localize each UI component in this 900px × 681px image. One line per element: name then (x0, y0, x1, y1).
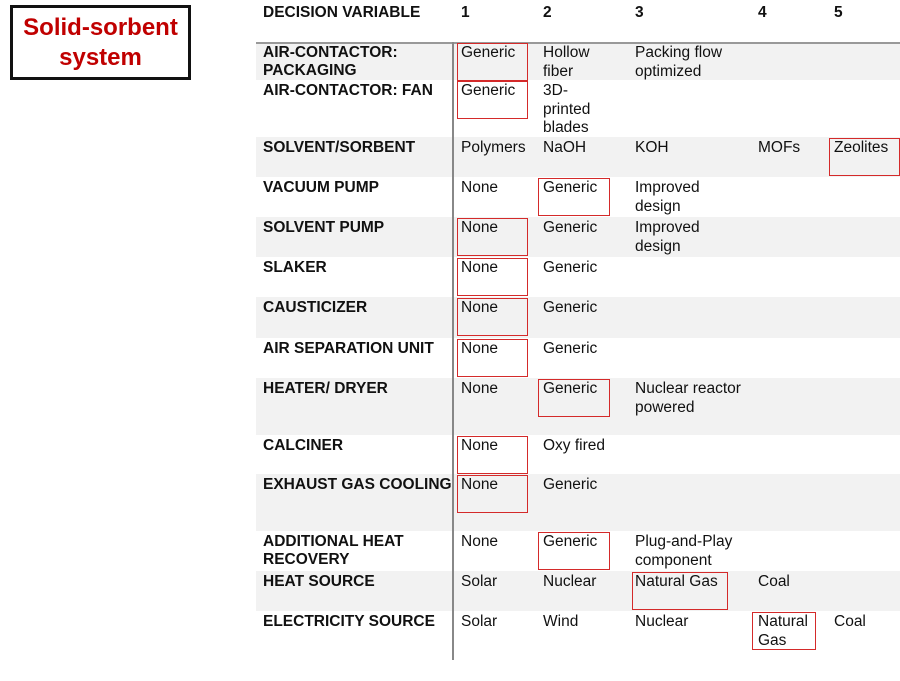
table-row: SLAKER None Generic (256, 257, 900, 297)
header-decision-variable: DECISION VARIABLE (263, 4, 421, 21)
option-cell[interactable]: Generic (543, 259, 598, 276)
row-label: ELECTRICITY SOURCE (263, 613, 435, 630)
option-cell[interactable]: Packing flow optimized (635, 44, 723, 80)
row-label: ADDITIONAL HEAT RECOVERY (263, 533, 404, 568)
option-cell[interactable]: None (461, 380, 499, 397)
option-cell[interactable]: Generic (543, 380, 598, 397)
option-cell[interactable]: 3D-printed blades (543, 82, 591, 136)
selected-option-highlight (457, 475, 528, 513)
selected-option-highlight (457, 81, 528, 119)
option-cell[interactable]: Coal (834, 613, 866, 630)
selected-option-highlight (538, 532, 610, 570)
selected-option-highlight (538, 379, 610, 417)
option-cell[interactable]: Generic (461, 44, 516, 61)
option-cell[interactable]: Nuclear reactor powered (635, 380, 741, 416)
table-row: AIR SEPARATION UNIT None Generic (256, 338, 900, 378)
table-row: AIR-CONTACTOR: FAN Generic 3D-printed blad… (256, 80, 900, 137)
option-cell[interactable]: Nuclear (635, 613, 689, 630)
option-cell[interactable]: KOH (635, 139, 669, 156)
option-cell[interactable]: None (461, 179, 499, 196)
column-divider (452, 42, 454, 660)
option-cell[interactable]: None (461, 533, 499, 550)
option-cell[interactable]: Generic (461, 82, 516, 99)
selected-option-highlight (457, 298, 528, 336)
table-row: CAUSTICIZER None Generic (256, 297, 900, 338)
option-cell[interactable]: MOFs (758, 139, 801, 156)
header-option-3: 3 (635, 4, 644, 21)
header-option-2: 2 (543, 4, 552, 21)
option-cell[interactable]: Coal (758, 573, 790, 590)
option-cell[interactable]: Improved design (635, 179, 700, 215)
selected-option-highlight (457, 436, 528, 474)
option-cell[interactable]: None (461, 476, 499, 493)
option-cell[interactable]: Solar (461, 613, 498, 630)
option-cell[interactable]: None (461, 437, 499, 454)
header-option-1: 1 (461, 4, 470, 21)
table-row: AIR-CONTACTOR: PACKAGING Generic Hollow fi… (256, 42, 900, 80)
row-label: SOLVENT PUMP (263, 219, 385, 236)
option-cell[interactable]: Solar (461, 573, 498, 590)
selected-option-highlight (457, 339, 528, 377)
table-row: HEATER/ DRYER None Generic Nuclear reactor … (256, 378, 900, 435)
table-row: HEAT SOURCE Solar Nuclear Natural Gas Coal (256, 571, 900, 611)
table-row: VACUUM PUMP None Generic Improved design (256, 177, 900, 217)
option-cell[interactable]: Generic (543, 476, 598, 493)
selected-option-highlight (457, 218, 528, 256)
option-cell[interactable]: Generic (543, 533, 598, 550)
table-row: SOLVENT PUMP None Generic Improved design (256, 217, 900, 257)
selected-option-highlight (752, 612, 816, 650)
option-cell[interactable]: Natural Gas (635, 573, 718, 590)
selected-option-highlight (457, 43, 528, 81)
header-option-5: 5 (834, 4, 843, 21)
table-row: ADDITIONAL HEAT RECOVERY None Generic Plug-… (256, 531, 900, 571)
row-label: CAUSTICIZER (263, 299, 368, 316)
row-label: SOLVENT/SORBENT (263, 139, 416, 156)
row-label: HEATER/ DRYER (263, 380, 388, 397)
option-cell[interactable]: None (461, 259, 499, 276)
option-cell[interactable]: None (461, 219, 499, 236)
option-cell[interactable]: Generic (543, 299, 598, 316)
option-cell[interactable]: None (461, 340, 499, 357)
option-cell[interactable]: Polymers (461, 139, 526, 156)
option-cell[interactable]: None (461, 299, 499, 316)
option-cell[interactable]: Oxy fired (543, 437, 606, 454)
row-label: AIR-CONTACTOR: PACKAGING (263, 44, 398, 79)
row-label: AIR-CONTACTOR: FAN (263, 82, 433, 99)
option-cell[interactable]: Generic (543, 340, 598, 357)
row-label: VACUUM PUMP (263, 179, 379, 196)
option-cell[interactable]: NaOH (543, 139, 587, 156)
table-row: ELECTRICITY SOURCE Solar Wind Nuclear Natura… (256, 611, 900, 658)
table-row: EXHAUST GAS COOLING None Generic (256, 474, 900, 531)
selected-option-highlight (538, 178, 610, 216)
row-label: SLAKER (263, 259, 327, 276)
option-cell[interactable]: Improved design (635, 219, 700, 255)
option-cell[interactable]: Hollow fiber (543, 44, 590, 80)
option-cell[interactable]: Wind (543, 613, 579, 630)
selected-option-highlight (632, 572, 728, 610)
row-label: EXHAUST GAS COOLING (263, 476, 452, 493)
option-cell[interactable]: Plug-and-Play component (635, 533, 733, 569)
table-row: CALCINER None Oxy fired (256, 435, 900, 474)
row-label: CALCINER (263, 437, 344, 454)
option-cell[interactable]: Generic (543, 179, 598, 196)
row-label: HEAT SOURCE (263, 573, 375, 590)
header-option-4: 4 (758, 4, 767, 21)
header-divider (256, 42, 900, 44)
selected-option-highlight (457, 258, 528, 296)
table-row: SOLVENT/SORBENT Polymers NaOH KOH MOFs Zeolit… (256, 137, 900, 177)
selected-option-highlight (829, 138, 900, 176)
option-cell[interactable]: Nuclear (543, 573, 597, 590)
row-label: AIR SEPARATION UNIT (263, 340, 434, 357)
option-cell[interactable]: Zeolites (834, 139, 889, 156)
system-title: Solid-sorbent system (10, 5, 191, 80)
option-cell[interactable]: Generic (543, 219, 598, 236)
option-cell[interactable]: Natural Gas (758, 613, 808, 649)
